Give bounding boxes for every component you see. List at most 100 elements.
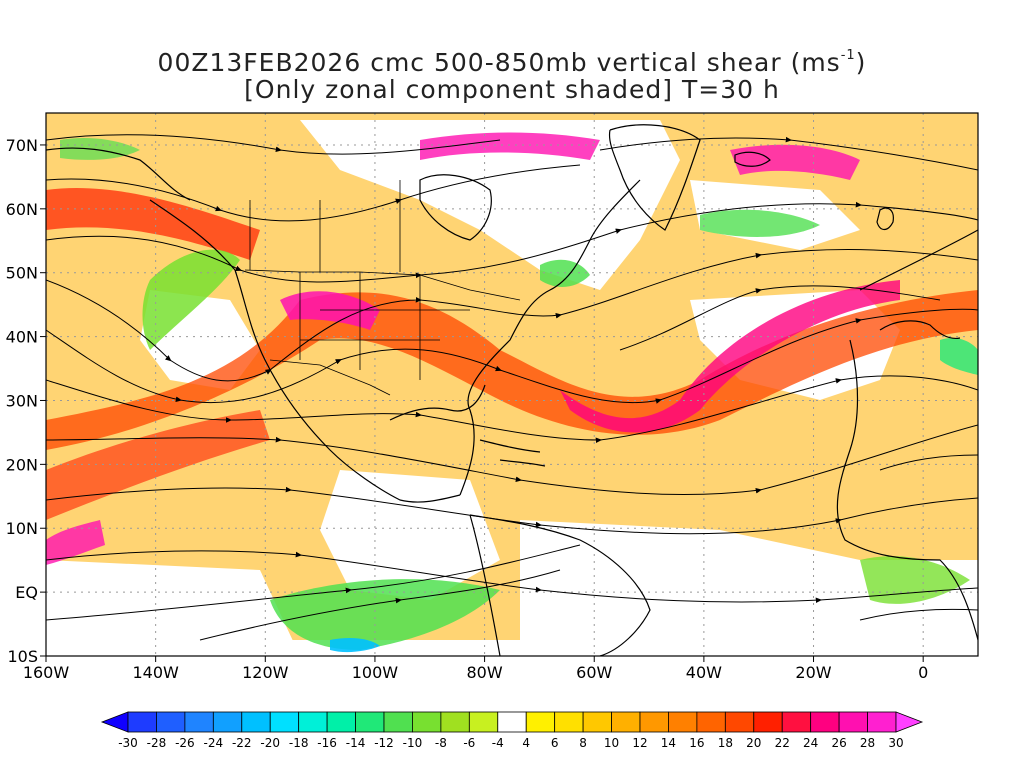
streamline: [199, 569, 561, 641]
lon-tick-label: 40W: [686, 663, 722, 682]
shade-trop-magenta: [46, 520, 105, 565]
shade-cyan-neg: [330, 638, 380, 653]
colorbar-label: -4: [492, 736, 504, 750]
colorbar-swatch: [668, 711, 698, 733]
colorbar-swatch: [781, 711, 812, 733]
colorbar-label: 28: [860, 736, 875, 750]
lat-tick-label: 50N: [6, 264, 38, 283]
colorbar-under-arrow: [100, 711, 129, 733]
coast-uk: [876, 207, 894, 231]
shade-north-magenta: [420, 132, 600, 160]
colorbar: -30 -28 -26 -24 -22 -20 -18 -16 -14 -12 -10 -8 -6 -4 4…: [100, 711, 924, 750]
colorbar-swatch: [184, 711, 214, 733]
coast-iceland: [734, 151, 771, 167]
colorbar-label: -30: [118, 736, 138, 750]
title-prefix: 00Z13FEB2026 cmc 500-850mb vertical shea…: [157, 48, 841, 77]
colorbar-swatch: [269, 711, 300, 733]
colorbar-label: 14: [661, 736, 676, 750]
streamline: [46, 486, 978, 535]
coast-europe: [859, 229, 978, 291]
colorbar-label: -26: [175, 736, 195, 750]
colorbar-swatch: [696, 711, 726, 733]
shear-shading: [46, 113, 978, 656]
colorbar-label: -6: [463, 736, 475, 750]
colorbar-swatch: [554, 711, 584, 733]
colorbar-label: 8: [579, 736, 587, 750]
colorbar-label: 4: [522, 736, 530, 750]
map-frame: [45, 112, 979, 657]
colorbar-swatch: [298, 711, 328, 733]
streamline: [46, 550, 978, 604]
coast-alaska: [46, 147, 191, 201]
colorbar-swatch: [127, 711, 157, 733]
colorbar-label: 20: [746, 736, 761, 750]
colorbar-label: -24: [204, 736, 224, 750]
colorbar-label: 26: [831, 736, 846, 750]
longitude-axis: 160W 140W 120W 100W 80W 60W 40W 20W 0: [23, 656, 928, 682]
shade-green-neg: [940, 338, 978, 375]
streamline: [46, 249, 978, 382]
colorbar-swatch: [440, 711, 470, 733]
streamline: [46, 134, 501, 155]
lat-tick-label: 20N: [6, 455, 38, 474]
colorbar-swatch: [753, 711, 783, 733]
colorbar-swatch: [582, 711, 612, 733]
colorbar-label: 22: [775, 736, 790, 750]
colorbar-label: -14: [346, 736, 366, 750]
colorbar-label: -28: [147, 736, 167, 750]
lat-tick-label: 10S: [7, 647, 38, 666]
lat-tick-label: 30N: [6, 391, 38, 410]
lat-tick-label: 10N: [6, 519, 38, 538]
lat-tick-label: EQ: [15, 583, 38, 602]
colorbar-swatch: [724, 711, 755, 733]
title-suffix: ): [855, 48, 867, 77]
colorbar-label: -18: [289, 736, 309, 750]
colorbar-over-arrow: [895, 711, 924, 733]
lon-tick-label: 60W: [576, 663, 612, 682]
colorbar-swatch: [639, 711, 669, 733]
coast-iberia: [879, 320, 961, 340]
streamline: [46, 424, 978, 496]
coast-africa: [836, 339, 978, 641]
streamline: [599, 136, 978, 171]
lon-tick-label: 80W: [466, 663, 502, 682]
streamline: [46, 544, 581, 621]
colorbar-label: 16: [689, 736, 704, 750]
colorbar-swatch: [611, 711, 641, 733]
colorbar-label: -12: [374, 736, 394, 750]
colorbar-label: -16: [317, 736, 337, 750]
lon-tick-label: 120W: [242, 663, 289, 682]
shade-north-magenta: [730, 144, 860, 180]
chart-title-line2: [Only zonal component shaded] T=30 h: [244, 75, 780, 104]
map-plot-area: [45, 112, 979, 657]
colorbar-swatch: [867, 711, 897, 733]
colorbar-swatch: [412, 711, 442, 733]
lon-tick-label: 0: [918, 663, 928, 682]
colorbar-swatch: [241, 711, 271, 733]
streamline: [46, 375, 978, 444]
colorbar-swatch: [468, 711, 499, 733]
colorbar-label: -22: [232, 736, 252, 750]
colorbar-label: -20: [260, 736, 280, 750]
colorbar-swatch: [383, 711, 413, 733]
streamline: [46, 164, 581, 222]
lat-tick-label: 70N: [6, 136, 38, 155]
streamline: [879, 454, 978, 471]
chart-title-line1: 00Z13FEB2026 cmc 500-850mb vertical shea…: [0, 48, 1024, 77]
lon-tick-label: 160W: [23, 663, 70, 682]
colorbar-label: 12: [632, 736, 647, 750]
shear-streamlines: [46, 134, 978, 641]
colorbar-swatch: [810, 711, 840, 733]
lat-tick-label: 60N: [6, 200, 38, 219]
lat-tick-label: 40N: [6, 328, 38, 347]
colorbar-label: -10: [403, 736, 423, 750]
colorbar-swatch: [838, 711, 868, 733]
streamline: [859, 608, 978, 621]
title-superscript: -1: [840, 48, 856, 63]
colorbar-swatch: [156, 711, 186, 733]
colorbar-label: -8: [435, 736, 447, 750]
lon-tick-label: 20W: [795, 663, 831, 682]
lon-tick-label: 140W: [132, 663, 179, 682]
lon-tick-label: 100W: [352, 663, 399, 682]
